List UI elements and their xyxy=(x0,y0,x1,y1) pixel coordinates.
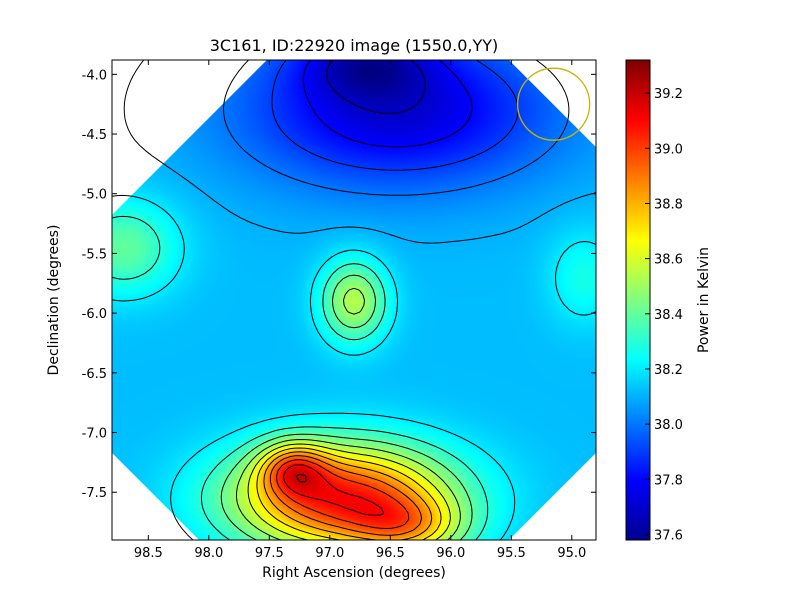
y-axis: -4.0 -4.5 -5.0 -5.5 -6.0 -6.5 -7.0 -7.5 xyxy=(82,68,596,501)
y-tick-label: -4.5 xyxy=(82,128,107,143)
x-tick-label: 96.0 xyxy=(436,546,465,561)
contour-line xyxy=(326,60,426,114)
colorbar-tick-label: 38.2 xyxy=(654,363,683,378)
x-tick-label: 96.5 xyxy=(376,546,405,561)
contour-line xyxy=(247,443,451,540)
colorbar-tick-label: 39.0 xyxy=(654,142,683,157)
colorbar xyxy=(625,59,651,541)
y-axis-label: Declination (degrees) xyxy=(46,225,62,376)
contour-line xyxy=(123,60,596,244)
y-tick-label: -7.5 xyxy=(82,486,107,501)
colorbar-tick-label: 38.4 xyxy=(654,308,683,323)
x-tick-label: 95.0 xyxy=(557,546,586,561)
contour-line xyxy=(263,451,433,540)
contour-line xyxy=(112,215,489,540)
contour-lines xyxy=(112,60,596,540)
beam-circle xyxy=(517,67,591,141)
contour-line xyxy=(276,459,410,529)
colorbar-tick-label: 37.8 xyxy=(654,473,683,488)
chart-title: 3C161, ID:22920 image (1550.0,YY) xyxy=(210,36,499,55)
contour-line xyxy=(295,473,307,483)
plot-area xyxy=(112,60,596,540)
plot-frame xyxy=(111,59,597,541)
contour-line xyxy=(223,60,570,196)
contour-line xyxy=(256,447,442,540)
y-tick-label: -6.5 xyxy=(82,367,107,382)
contour-line xyxy=(283,464,385,516)
colorbar-axis: 37.6 37.8 38.0 38.2 38.4 38.6 38.8 39.0 39.2 xyxy=(645,87,683,543)
x-tick-label: 98.0 xyxy=(194,546,223,561)
x-tick-label: 98.5 xyxy=(134,546,163,561)
contour-line xyxy=(271,60,519,171)
colorbar-tick-label: 38.0 xyxy=(654,418,683,433)
colorbar-tick-label: 39.2 xyxy=(654,87,683,102)
x-tick-label: 95.5 xyxy=(497,546,526,561)
x-tick-label: 97.0 xyxy=(315,546,344,561)
contour-line xyxy=(236,287,461,540)
contour-line xyxy=(269,455,422,536)
colorbar-tick-label: 38.6 xyxy=(654,253,683,268)
field-mask xyxy=(112,60,596,540)
colorbar-tick-label: 38.8 xyxy=(654,197,683,212)
colorbar-label: Power in Kelvin xyxy=(696,247,712,353)
contour-line xyxy=(302,60,473,148)
x-axis: 98.5 98.0 97.5 97.0 96.5 96.0 95.5 95.0 xyxy=(134,60,586,561)
colorbar-tick-label: 37.6 xyxy=(654,528,683,543)
contour-line xyxy=(220,274,473,540)
x-axis-label: Right Ascension (degrees) xyxy=(262,565,446,581)
y-tick-label: -5.0 xyxy=(82,188,107,203)
y-tick-label: -5.5 xyxy=(82,247,107,262)
y-tick-label: -4.0 xyxy=(82,68,107,83)
x-tick-label: 97.5 xyxy=(255,546,284,561)
y-tick-label: -6.0 xyxy=(82,307,107,322)
y-tick-label: -7.0 xyxy=(82,427,107,442)
